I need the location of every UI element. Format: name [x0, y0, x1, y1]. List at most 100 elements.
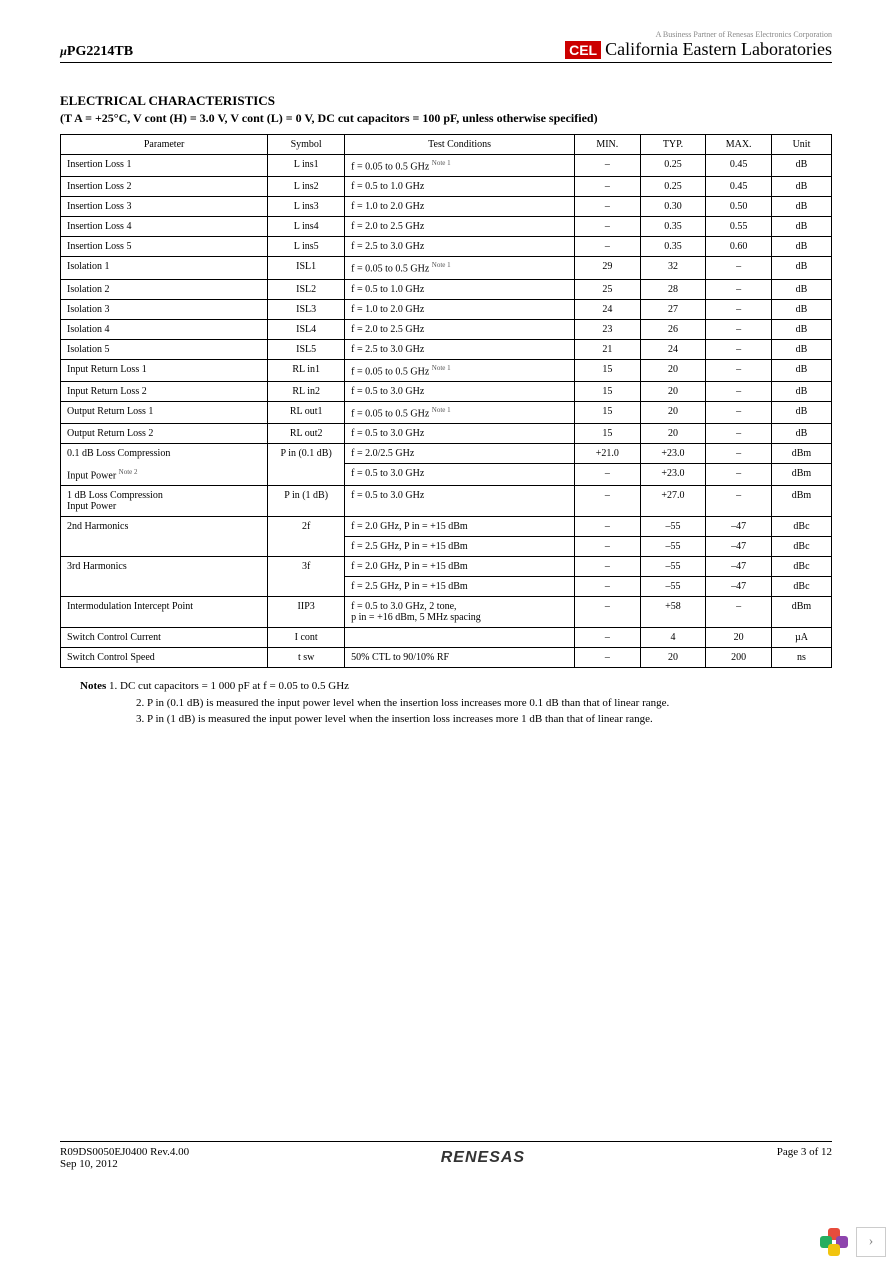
- footer-brand: RENESAS: [441, 1149, 525, 1167]
- cell-typ: 28: [640, 279, 706, 299]
- cell-unit: dB: [771, 197, 831, 217]
- cell-param: Isolation 4: [61, 319, 268, 339]
- cell-max: –: [706, 339, 772, 359]
- cell-param: Isolation 3: [61, 299, 268, 319]
- table-row: Isolation 2ISL2f = 0.5 to 1.0 GHz2528–dB: [61, 279, 832, 299]
- th-max: MAX.: [706, 135, 772, 155]
- table-row: Output Return Loss 2RL out2f = 0.5 to 3.…: [61, 424, 832, 444]
- table-row: Insertion Loss 5L ins5f = 2.5 to 3.0 GHz…: [61, 237, 832, 257]
- cell-max: –: [706, 257, 772, 279]
- table-row: Switch Control Speed t sw 50% CTL to 90/…: [61, 648, 832, 668]
- page-footer: R09DS0050EJ0400 Rev.4.00 Sep 10, 2012 RE…: [60, 1141, 832, 1170]
- cell-min: 24: [574, 299, 640, 319]
- cell-max: –: [706, 401, 772, 423]
- cell-unit: dB: [771, 217, 831, 237]
- cell-param: Insertion Loss 1: [61, 155, 268, 177]
- cell-typ: 24: [640, 339, 706, 359]
- cell-param: Input Return Loss 1: [61, 359, 268, 381]
- cell-unit: dB: [771, 424, 831, 444]
- cell-max: 0.50: [706, 197, 772, 217]
- cell-unit: dB: [771, 279, 831, 299]
- cell-typ: 20: [640, 424, 706, 444]
- table-row: Input Return Loss 2RL in2f = 0.5 to 3.0 …: [61, 381, 832, 401]
- cell-max: 0.45: [706, 155, 772, 177]
- table-row: Insertion Loss 3L ins3f = 1.0 to 2.0 GHz…: [61, 197, 832, 217]
- cell-cond: f = 0.05 to 0.5 GHz Note 1: [345, 401, 575, 423]
- cell-min: 29: [574, 257, 640, 279]
- cell-param: Insertion Loss 3: [61, 197, 268, 217]
- viewer-nav: ›: [820, 1227, 886, 1257]
- cell-param: Isolation 2: [61, 279, 268, 299]
- table-row: Input Power Note 2 f = 0.5 to 3.0 GHz – …: [61, 464, 832, 486]
- cell-cond: f = 2.0 to 2.5 GHz: [345, 217, 575, 237]
- cell-typ: 0.25: [640, 155, 706, 177]
- cell-cond: f = 2.5 to 3.0 GHz: [345, 339, 575, 359]
- table-row: 1 dB Loss CompressionInput Power P in (1…: [61, 486, 832, 517]
- cell-symbol: ISL3: [268, 299, 345, 319]
- cel-tagline: A Business Partner of Renesas Electronic…: [565, 30, 832, 39]
- cell-param: Insertion Loss 2: [61, 177, 268, 197]
- table-row: Insertion Loss 4L ins4f = 2.0 to 2.5 GHz…: [61, 217, 832, 237]
- cell-typ: 0.30: [640, 197, 706, 217]
- table-row: Output Return Loss 1RL out1f = 0.05 to 0…: [61, 401, 832, 423]
- note-2: 2. P in (0.1 dB) is measured the input p…: [136, 697, 669, 709]
- cell-symbol: L ins1: [268, 155, 345, 177]
- cell-max: –: [706, 424, 772, 444]
- cell-symbol: ISL5: [268, 339, 345, 359]
- spec-table: Parameter Symbol Test Conditions MIN. TY…: [60, 134, 832, 668]
- note-1: 1. DC cut capacitors = 1 000 pF at f = 0…: [109, 680, 349, 692]
- th-conditions: Test Conditions: [345, 135, 575, 155]
- cell-param: Isolation 5: [61, 339, 268, 359]
- cell-unit: dB: [771, 299, 831, 319]
- cell-symbol: L ins5: [268, 237, 345, 257]
- table-row: Insertion Loss 1L ins1f = 0.05 to 0.5 GH…: [61, 155, 832, 177]
- flower-icon[interactable]: [820, 1228, 848, 1256]
- cell-cond: f = 0.05 to 0.5 GHz Note 1: [345, 257, 575, 279]
- cell-symbol: L ins3: [268, 197, 345, 217]
- notes-label: Notes: [80, 680, 106, 692]
- th-symbol: Symbol: [268, 135, 345, 155]
- cell-max: –: [706, 381, 772, 401]
- cel-logo-icon: CEL: [565, 41, 601, 59]
- cell-unit: dB: [771, 319, 831, 339]
- table-row: f = 2.5 GHz, P in = +15 dBm – –55 –47 dB…: [61, 577, 832, 597]
- cell-symbol: L ins4: [268, 217, 345, 237]
- cell-typ: 27: [640, 299, 706, 319]
- cell-cond: f = 0.5 to 1.0 GHz: [345, 177, 575, 197]
- cell-unit: dB: [771, 155, 831, 177]
- cell-min: –: [574, 217, 640, 237]
- cell-min: –: [574, 237, 640, 257]
- table-row: Isolation 1ISL1f = 0.05 to 0.5 GHz Note …: [61, 257, 832, 279]
- section-conditions: (T A = +25°C, V cont (H) = 3.0 V, V cont…: [60, 111, 832, 126]
- table-row: Insertion Loss 2L ins2f = 0.5 to 1.0 GHz…: [61, 177, 832, 197]
- cell-cond: f = 0.05 to 0.5 GHz Note 1: [345, 155, 575, 177]
- footer-page: Page 3 of 12: [777, 1146, 832, 1158]
- table-row: Isolation 3ISL3f = 1.0 to 2.0 GHz2427–dB: [61, 299, 832, 319]
- cell-max: –: [706, 359, 772, 381]
- cell-max: 0.60: [706, 237, 772, 257]
- table-row: 3rd Harmonics 3f f = 2.0 GHz, P in = +15…: [61, 557, 832, 577]
- next-page-button[interactable]: ›: [856, 1227, 886, 1257]
- cell-param: Output Return Loss 1: [61, 401, 268, 423]
- th-parameter: Parameter: [61, 135, 268, 155]
- cell-typ: 20: [640, 401, 706, 423]
- note-3: 3. P in (1 dB) is measured the input pow…: [136, 713, 653, 725]
- cell-symbol: ISL2: [268, 279, 345, 299]
- cell-typ: 32: [640, 257, 706, 279]
- table-row: Intermodulation Intercept Point IIP3 f =…: [61, 597, 832, 628]
- cell-symbol: RL out2: [268, 424, 345, 444]
- cell-symbol: ISL4: [268, 319, 345, 339]
- cell-param: Isolation 1: [61, 257, 268, 279]
- cell-unit: dB: [771, 257, 831, 279]
- cell-min: 15: [574, 401, 640, 423]
- cell-typ: 0.35: [640, 237, 706, 257]
- cell-unit: dB: [771, 237, 831, 257]
- cell-min: 15: [574, 424, 640, 444]
- cell-symbol: RL in2: [268, 381, 345, 401]
- cell-cond: f = 1.0 to 2.0 GHz: [345, 299, 575, 319]
- table-row: 0.1 dB Loss Compression P in (0.1 dB) f …: [61, 444, 832, 464]
- cell-cond: f = 0.05 to 0.5 GHz Note 1: [345, 359, 575, 381]
- cell-cond: f = 0.5 to 3.0 GHz: [345, 381, 575, 401]
- cell-unit: dB: [771, 339, 831, 359]
- table-row: Isolation 5ISL5f = 2.5 to 3.0 GHz2124–dB: [61, 339, 832, 359]
